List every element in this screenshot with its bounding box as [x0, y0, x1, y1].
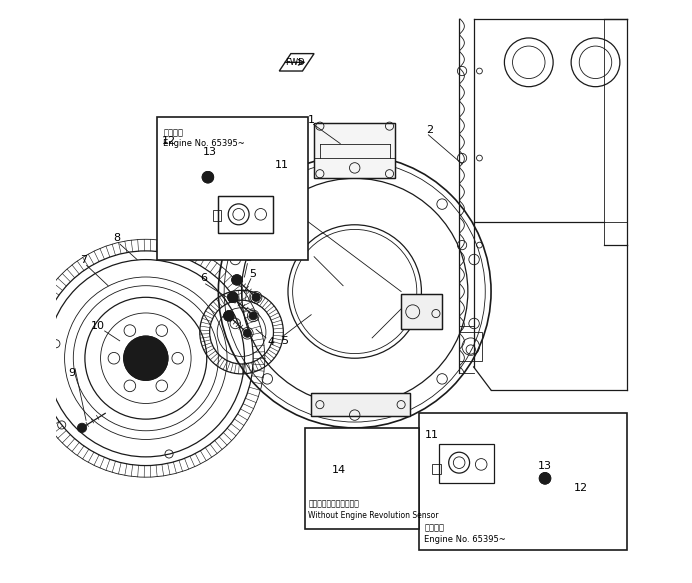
Bar: [305, 428, 419, 529]
Circle shape: [232, 275, 242, 285]
Polygon shape: [280, 54, 314, 71]
Bar: [219, 196, 273, 233]
Bar: [401, 294, 441, 329]
Text: エンジン回転センサなし: エンジン回転センサなし: [308, 499, 359, 508]
Text: 4: 4: [267, 337, 274, 347]
Bar: [311, 393, 410, 416]
Circle shape: [202, 171, 214, 183]
Circle shape: [361, 444, 369, 452]
Circle shape: [228, 292, 238, 303]
Bar: [439, 444, 494, 483]
Text: 12: 12: [162, 136, 176, 146]
Circle shape: [78, 423, 86, 433]
Text: 1: 1: [308, 115, 315, 125]
Text: 13: 13: [203, 147, 217, 157]
Text: 6: 6: [201, 273, 208, 283]
Text: Engine No. 65395~: Engine No. 65395~: [163, 139, 245, 149]
Circle shape: [539, 473, 551, 484]
Text: 7: 7: [80, 255, 87, 265]
Circle shape: [561, 490, 572, 501]
Bar: [311, 393, 410, 416]
Circle shape: [200, 173, 208, 181]
Circle shape: [340, 455, 352, 465]
Bar: [459, 332, 482, 361]
Text: 3: 3: [245, 253, 252, 263]
Circle shape: [244, 329, 251, 338]
Circle shape: [545, 474, 553, 482]
Bar: [401, 294, 441, 329]
Bar: [314, 123, 395, 178]
Text: Without Engine Revolution Sensor: Without Engine Revolution Sensor: [308, 511, 439, 520]
Circle shape: [224, 311, 234, 321]
Text: 5: 5: [282, 336, 289, 346]
Text: 12: 12: [574, 483, 588, 493]
Circle shape: [249, 312, 257, 320]
Text: Engine No. 65395~: Engine No. 65395~: [424, 535, 506, 544]
Text: 適用号機: 適用号機: [163, 128, 183, 137]
Circle shape: [252, 293, 260, 301]
Text: 11: 11: [275, 160, 289, 170]
Text: 9: 9: [69, 368, 75, 378]
Text: 5: 5: [250, 269, 257, 279]
Bar: [219, 196, 273, 233]
Text: 14: 14: [332, 465, 346, 475]
Circle shape: [172, 150, 183, 160]
Text: 2: 2: [426, 125, 434, 135]
Text: 13: 13: [538, 461, 552, 470]
Text: FWD: FWD: [285, 58, 304, 67]
Text: 11: 11: [425, 430, 439, 440]
Bar: [419, 413, 628, 550]
Text: 適用号機: 適用号機: [424, 524, 444, 533]
Circle shape: [124, 336, 168, 380]
Text: 10: 10: [91, 321, 104, 331]
Bar: [432, 464, 441, 474]
Bar: [314, 123, 395, 178]
Text: 8: 8: [113, 233, 120, 243]
Circle shape: [133, 346, 158, 371]
Bar: [157, 117, 308, 259]
Bar: [212, 210, 221, 221]
